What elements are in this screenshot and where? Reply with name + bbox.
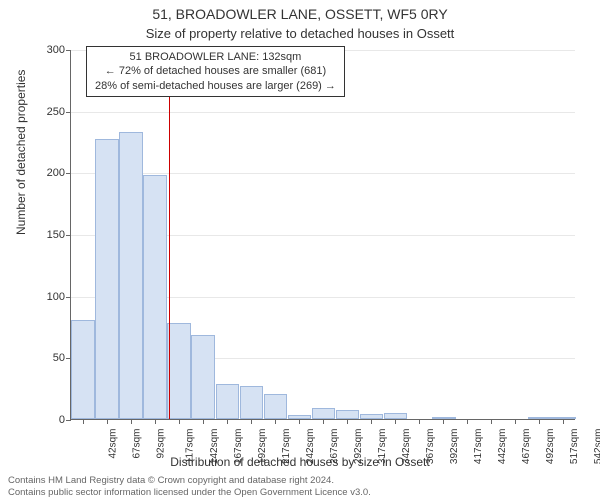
x-tick-mark <box>443 419 444 424</box>
annotation-line-1: 51 BROADOWLER LANE: 132sqm <box>95 50 336 64</box>
histogram-bar <box>240 386 264 419</box>
y-tick-mark <box>66 50 71 51</box>
x-tick-mark <box>467 419 468 424</box>
x-tick-label: 92sqm <box>155 429 166 459</box>
x-tick-mark <box>563 419 564 424</box>
x-tick-mark <box>299 419 300 424</box>
x-tick-mark <box>539 419 540 424</box>
y-tick-label: 50 <box>53 352 65 364</box>
x-tick-mark <box>419 419 420 424</box>
annotation-box: 51 BROADOWLER LANE: 132sqm ← 72% of deta… <box>86 46 345 97</box>
x-tick-mark <box>275 419 276 424</box>
footer-line-1: Contains HM Land Registry data © Crown c… <box>8 475 592 486</box>
histogram-bar <box>143 175 167 419</box>
histogram-bar <box>216 384 240 419</box>
plot-area: 05010015020025030042sqm67sqm92sqm117sqm1… <box>70 50 575 420</box>
histogram-bar <box>95 139 119 419</box>
y-tick-label: 300 <box>47 44 65 56</box>
y-tick-mark <box>66 297 71 298</box>
y-tick-mark <box>66 112 71 113</box>
x-tick-mark <box>131 419 132 424</box>
footer-attribution: Contains HM Land Registry data © Crown c… <box>8 475 592 498</box>
y-tick-label: 0 <box>59 414 65 426</box>
x-tick-mark <box>83 419 84 424</box>
chart-container: 51, BROADOWLER LANE, OSSETT, WF5 0RY Siz… <box>0 0 600 500</box>
y-tick-mark <box>66 420 71 421</box>
annotation-line-3: 28% of semi-detached houses are larger (… <box>95 79 336 93</box>
y-tick-mark <box>66 235 71 236</box>
x-tick-mark <box>227 419 228 424</box>
histogram-bar <box>264 394 288 419</box>
annotation-line-2: ← 72% of detached houses are smaller (68… <box>95 64 336 78</box>
grid-line <box>71 112 575 113</box>
y-tick-label: 200 <box>47 167 65 179</box>
histogram-bar <box>336 410 360 419</box>
x-tick-mark <box>251 419 252 424</box>
x-tick-mark <box>515 419 516 424</box>
x-tick-label: 42sqm <box>107 429 118 459</box>
y-tick-mark <box>66 173 71 174</box>
y-axis-label: Number of detached properties <box>14 70 28 235</box>
histogram-bar <box>312 408 336 419</box>
y-tick-label: 100 <box>47 291 65 303</box>
y-tick-label: 150 <box>47 229 65 241</box>
x-tick-mark <box>107 419 108 424</box>
histogram-bar <box>167 323 191 419</box>
x-tick-mark <box>323 419 324 424</box>
y-tick-label: 250 <box>47 106 65 118</box>
x-tick-mark <box>155 419 156 424</box>
x-tick-mark <box>371 419 372 424</box>
x-tick-mark <box>203 419 204 424</box>
x-tick-mark <box>395 419 396 424</box>
footer-line-2: Contains public sector information licen… <box>8 487 592 498</box>
x-tick-label: 67sqm <box>131 429 142 459</box>
x-tick-mark <box>179 419 180 424</box>
histogram-bar <box>191 335 215 419</box>
histogram-bar <box>119 132 143 419</box>
x-tick-mark <box>347 419 348 424</box>
marker-line <box>169 50 170 419</box>
x-axis-label: Distribution of detached houses by size … <box>0 455 600 469</box>
x-tick-mark <box>491 419 492 424</box>
chart-subtitle: Size of property relative to detached ho… <box>0 26 600 41</box>
histogram-bar <box>71 320 95 419</box>
chart-title: 51, BROADOWLER LANE, OSSETT, WF5 0RY <box>0 6 600 22</box>
